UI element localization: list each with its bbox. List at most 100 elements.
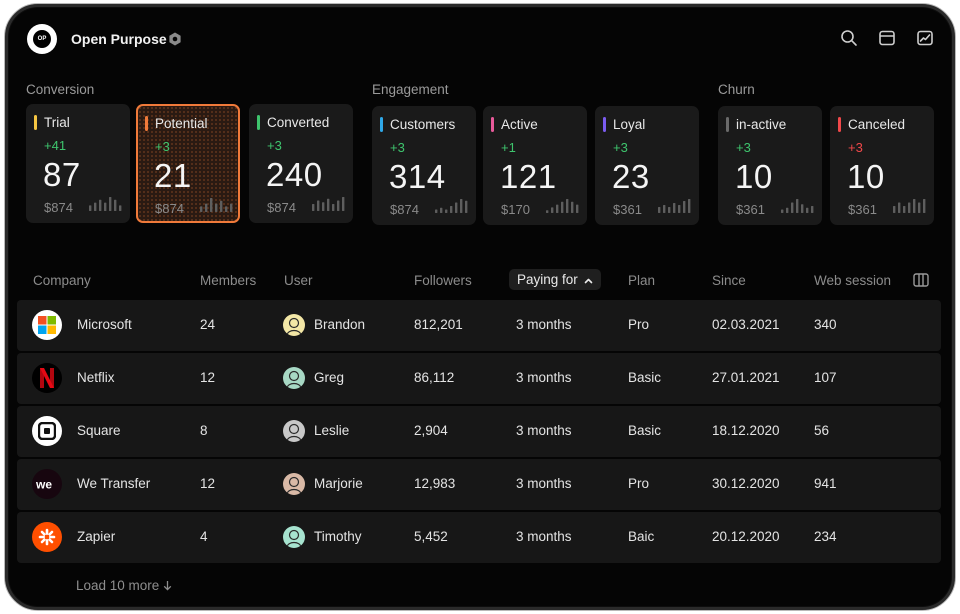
column-header-followers[interactable]: Followers bbox=[414, 273, 472, 288]
sparkline-bar bbox=[551, 207, 554, 213]
metric-card-trial[interactable]: Trial +41 87 $874 bbox=[26, 104, 130, 223]
card-delta: +3 bbox=[267, 138, 282, 153]
paying-for-value: 3 months bbox=[516, 317, 572, 332]
sparkline-bar bbox=[811, 206, 814, 213]
sparkline-bar bbox=[114, 199, 117, 211]
web-session-value: 56 bbox=[814, 423, 830, 438]
column-header-plan[interactable]: Plan bbox=[628, 273, 656, 288]
paying-for-value: 3 months bbox=[516, 423, 572, 438]
members-count: 12 bbox=[200, 370, 216, 385]
sparkline-bar bbox=[225, 206, 228, 212]
search-icon[interactable] bbox=[839, 28, 859, 48]
sparkline-bar bbox=[781, 209, 784, 213]
sparkline-bar bbox=[786, 207, 789, 213]
card-amount: $170 bbox=[501, 202, 530, 217]
table-row[interactable]: Microsoft 24 Brandon 812,201 3 months Pro 02.0… bbox=[17, 300, 941, 351]
user-name: Brandon bbox=[314, 317, 366, 332]
card-name: Customers bbox=[390, 117, 456, 132]
columns-icon[interactable] bbox=[913, 273, 929, 287]
sparkline-bar bbox=[200, 206, 203, 212]
group-label-engagement: Engagement bbox=[372, 82, 449, 97]
card-amount: $874 bbox=[155, 201, 184, 216]
wetransfer-logo: we bbox=[32, 469, 62, 499]
user-avatar bbox=[283, 367, 305, 389]
web-session-value: 340 bbox=[814, 317, 837, 332]
sparkline-bar bbox=[913, 199, 916, 213]
zapier-logo bbox=[32, 522, 62, 552]
user-avatar bbox=[283, 473, 305, 495]
sparkline-bar bbox=[210, 198, 213, 212]
sparkline-bar bbox=[317, 200, 320, 211]
user-avatar bbox=[283, 420, 305, 442]
followers-count: 5,452 bbox=[414, 529, 448, 544]
card-delta: +3 bbox=[155, 139, 170, 154]
sparkline-bar bbox=[918, 202, 921, 213]
card-name: Trial bbox=[44, 115, 70, 130]
sparkline-bar bbox=[465, 200, 468, 213]
sparkline-chart bbox=[781, 199, 814, 213]
sparkline-bar bbox=[801, 204, 804, 213]
chevron-up-icon bbox=[584, 278, 592, 284]
group-label-churn: Churn bbox=[718, 82, 755, 97]
column-header-since[interactable]: Since bbox=[712, 273, 746, 288]
color-tag bbox=[145, 116, 148, 131]
color-tag bbox=[34, 115, 37, 130]
sparkline-bar bbox=[332, 204, 335, 211]
table-row[interactable]: Netflix 12 Greg 86,112 3 months Basic 27.01.20… bbox=[17, 353, 941, 404]
card-value: 21 bbox=[154, 157, 192, 194]
plan-value: Basic bbox=[628, 423, 662, 438]
plan-value: Basic bbox=[628, 370, 662, 385]
app-title: Open Purpose bbox=[71, 31, 167, 47]
column-header-members[interactable]: Members bbox=[200, 273, 257, 288]
square-logo bbox=[32, 416, 62, 446]
since-date: 02.03.2021 bbox=[712, 317, 780, 332]
sparkline-bar bbox=[322, 202, 325, 211]
chart-icon[interactable] bbox=[915, 28, 935, 48]
table-row[interactable]: Zapier 4 Timothy 5,452 3 months Baic 20.12.202… bbox=[17, 512, 941, 563]
column-header-paying-for[interactable]: Paying for bbox=[509, 269, 601, 290]
company-name: Netflix bbox=[77, 370, 115, 385]
column-header-user[interactable]: User bbox=[284, 273, 313, 288]
table-row[interactable]: Square 8 Leslie 2,904 3 months Basic 18.12.202… bbox=[17, 406, 941, 457]
card-value: 240 bbox=[266, 156, 323, 193]
followers-count: 12,983 bbox=[414, 476, 456, 491]
members-count: 8 bbox=[200, 423, 208, 438]
column-header-company[interactable]: Company bbox=[33, 273, 91, 288]
svg-text:we: we bbox=[36, 478, 52, 490]
card-value: 314 bbox=[389, 158, 446, 195]
sparkline-bar bbox=[89, 205, 92, 211]
color-tag bbox=[726, 117, 729, 132]
metric-card-canceled[interactable]: Canceled +3 10 $361 bbox=[830, 106, 934, 225]
table-row[interactable]: we We Transfer 12 Marjorie 12,983 3 months Pro… bbox=[17, 459, 941, 510]
card-delta: +3 bbox=[848, 140, 863, 155]
load-more-button[interactable]: Load 10 more bbox=[76, 578, 172, 593]
sparkline-bar bbox=[576, 204, 579, 213]
members-count: 12 bbox=[200, 476, 216, 491]
company-name: Zapier bbox=[77, 529, 116, 544]
window-icon[interactable] bbox=[877, 28, 897, 48]
netflix-logo bbox=[32, 363, 62, 393]
plan-value: Pro bbox=[628, 317, 650, 332]
verified-badge-icon bbox=[169, 32, 181, 46]
since-date: 30.12.2020 bbox=[712, 476, 780, 491]
paying-for-label: Paying for bbox=[517, 272, 578, 287]
metric-card-loyal[interactable]: Loyal +3 23 $361 bbox=[595, 106, 699, 225]
card-value: 87 bbox=[43, 156, 81, 193]
metric-card-converted[interactable]: Converted +3 240 $874 bbox=[249, 104, 353, 223]
user-avatar bbox=[283, 314, 305, 336]
sparkline-bar bbox=[678, 205, 681, 213]
sparkline-bar bbox=[898, 202, 901, 213]
sparkline-bar bbox=[556, 204, 559, 213]
sparkline-bar bbox=[215, 203, 218, 212]
card-amount: $874 bbox=[390, 202, 419, 217]
metric-card-potential[interactable]: Potential +3 21 $874 bbox=[136, 104, 240, 223]
column-header-web-session[interactable]: Web session bbox=[814, 273, 892, 288]
card-value: 121 bbox=[500, 158, 557, 195]
metric-card-active[interactable]: Active +1 121 $170 bbox=[483, 106, 587, 225]
card-value: 23 bbox=[612, 158, 650, 195]
members-count: 4 bbox=[200, 529, 208, 544]
metric-card-customers[interactable]: Customers +3 314 $874 bbox=[372, 106, 476, 225]
card-delta: +3 bbox=[736, 140, 751, 155]
app-logo[interactable]: OP bbox=[27, 24, 57, 54]
metric-card-in-active[interactable]: in-active +3 10 $361 bbox=[718, 106, 822, 225]
